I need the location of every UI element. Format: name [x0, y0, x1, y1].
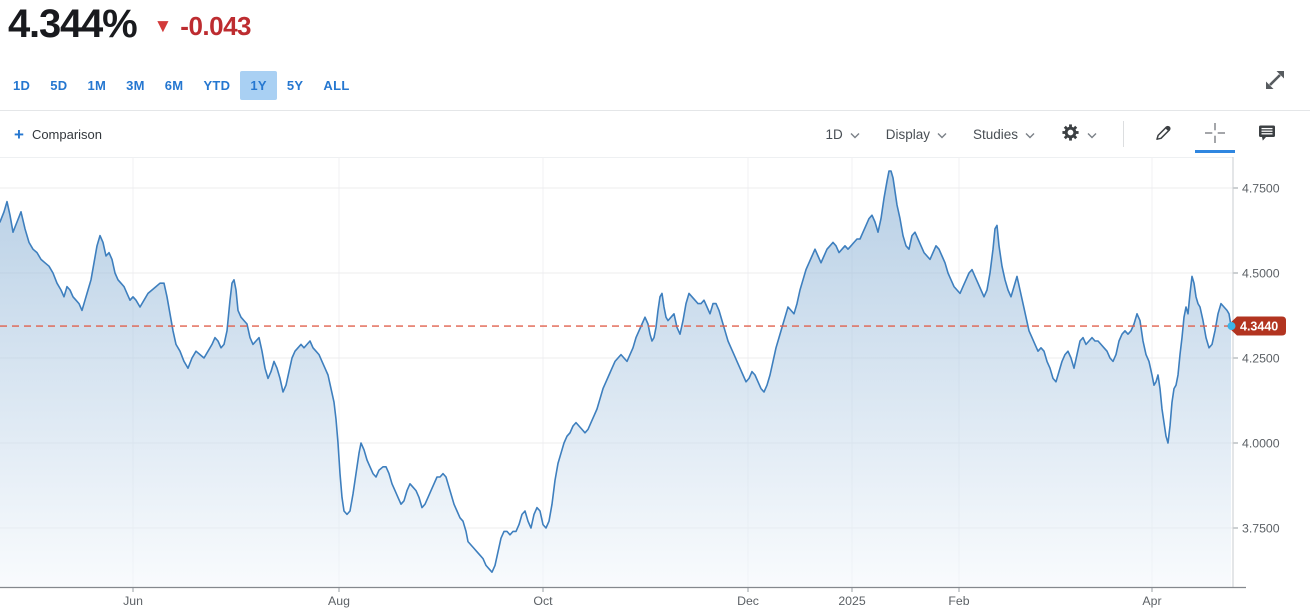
y-axis-label: 3.7500 [1242, 521, 1280, 535]
series-line [0, 170, 1232, 573]
chart-toolbar: + Comparison 1D Display Studies [0, 111, 1310, 157]
tab-ytd[interactable]: YTD [203, 78, 231, 93]
down-arrow-icon: ▼ [153, 16, 173, 37]
y-axis-label: 4.0000 [1242, 436, 1280, 450]
series-area [0, 171, 1231, 587]
last-price-badge-label: 4.3440 [1240, 320, 1278, 334]
tab-5d[interactable]: 5D [50, 78, 68, 93]
interval-label: 1D [825, 126, 843, 142]
gear-icon [1061, 123, 1080, 145]
toolbar-right-group: 1D Display Studies [825, 120, 1280, 153]
studies-dropdown[interactable]: Studies [973, 127, 1035, 142]
y-axis-label: 4.5000 [1242, 266, 1280, 280]
last-price-badge [1227, 316, 1286, 336]
range-tabs: 1D 5D 1M 3M 6M YTD 1Y 5Y ALL [3, 71, 360, 100]
tab-all[interactable]: ALL [323, 78, 350, 93]
comment-icon [1256, 123, 1278, 146]
tab-3m[interactable]: 3M [126, 78, 145, 93]
expand-chart-button[interactable] [1256, 62, 1294, 100]
y-axis-label: 4.2500 [1242, 351, 1280, 365]
header-divider [0, 110, 1310, 111]
quote-change-value: -0.043 [180, 11, 252, 41]
x-axis-label: Aug [328, 594, 350, 608]
quote-value: 4.344% [8, 2, 138, 46]
chevron-down-icon [1087, 127, 1097, 142]
x-axis-label: Dec [737, 594, 759, 608]
comment-tool-button[interactable] [1254, 121, 1280, 147]
add-comparison-button[interactable]: + Comparison [14, 126, 102, 143]
settings-dropdown[interactable] [1061, 123, 1097, 145]
crosshair-tool-button[interactable] [1195, 120, 1235, 153]
price-chart[interactable]: Jun Aug Oct Dec 2025 Feb Apr 4.7500 4.5000 4.2500… [0, 157, 1310, 613]
interval-dropdown[interactable]: 1D [825, 126, 860, 142]
chart-area: Jun Aug Oct Dec 2025 Feb Apr 4.7500 4.5000 4.2500… [0, 157, 1310, 613]
x-axis-label: Oct [533, 594, 553, 608]
quote-header: 4.344% ▼ -0.043 [8, 2, 252, 46]
y-axis-label: 4.7500 [1242, 181, 1280, 195]
pencil-icon [1152, 122, 1174, 147]
x-axis-label: 2025 [838, 594, 866, 608]
studies-label: Studies [972, 126, 1018, 142]
toolbar-separator [1123, 121, 1124, 147]
tab-1d[interactable]: 1D [13, 78, 31, 93]
last-price-dot [1227, 322, 1236, 331]
chevron-down-icon [850, 127, 860, 142]
chevron-down-icon [1025, 127, 1035, 142]
tab-5y[interactable]: 5Y [286, 78, 304, 93]
tab-1y[interactable]: 1Y [240, 71, 277, 100]
tab-6m[interactable]: 6M [164, 78, 184, 93]
comparison-label: Comparison [31, 126, 103, 142]
quote-change: ▼ -0.043 [153, 11, 251, 46]
x-axis-label: Jun [123, 594, 143, 608]
expand-diagonal-icon [1258, 70, 1292, 100]
draw-tool-button[interactable] [1150, 121, 1176, 147]
display-label: Display [885, 126, 930, 142]
plus-icon: + [14, 124, 24, 144]
x-axis-label: Feb [948, 594, 969, 608]
x-axis-label: Apr [1142, 594, 1161, 608]
chevron-down-icon [937, 127, 947, 142]
display-dropdown[interactable]: Display [886, 127, 947, 142]
crosshair-icon [1202, 120, 1228, 149]
tab-1m[interactable]: 1M [87, 78, 107, 93]
